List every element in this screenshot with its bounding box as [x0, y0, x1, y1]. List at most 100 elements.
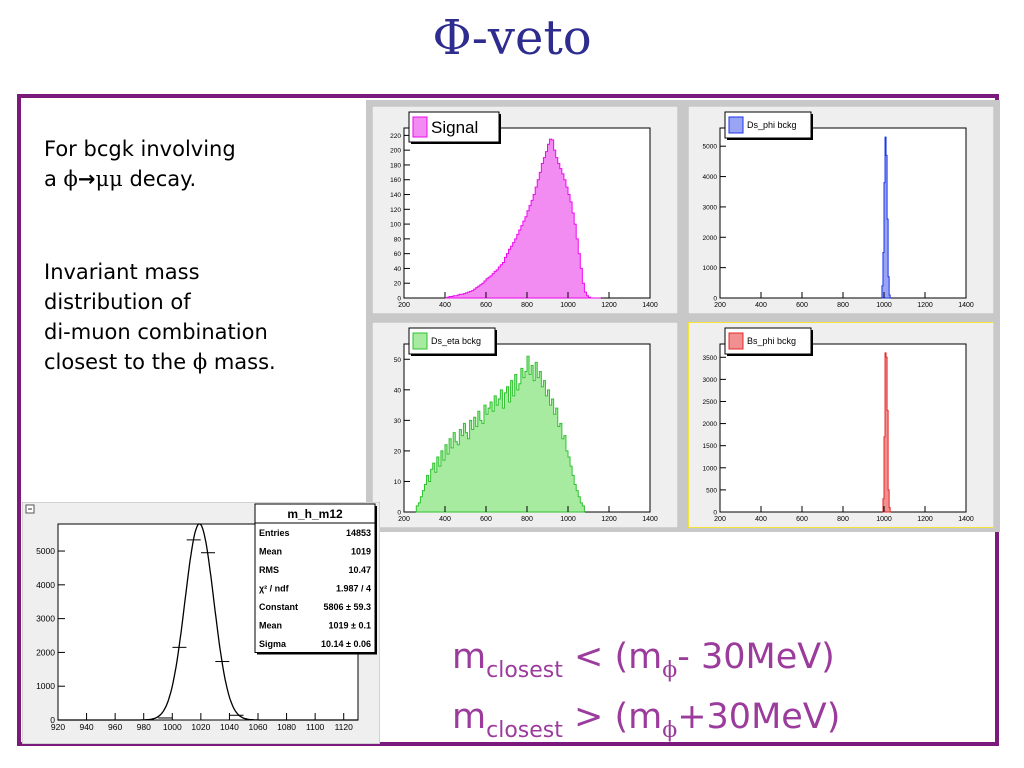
plot-frame: [719, 127, 967, 299]
y-tick-label: 5000: [36, 546, 55, 556]
y-tick-label: 20: [394, 448, 402, 455]
x-tick-label: 1000: [560, 302, 576, 309]
collapse-square-icon: [25, 504, 35, 514]
method-line-2: distribution of: [44, 290, 191, 314]
stats-row-label: Entries: [259, 528, 290, 538]
legend-swatch: [412, 332, 428, 350]
stats-row-value: 1019: [351, 546, 371, 556]
x-tick-label: 1080: [277, 722, 296, 732]
stats-row-label: Mean: [259, 620, 282, 630]
y-tick-label: 3000: [36, 614, 55, 624]
histogram-bars: [882, 352, 891, 513]
lower-cut: mclosest < (mϕ- 30MeV): [452, 634, 840, 694]
y-tick-label: 60: [394, 251, 402, 258]
y-tick-label: 180: [390, 162, 401, 169]
x-tick-label: 1000: [876, 302, 892, 309]
legend-label: Ds_eta bckg: [431, 336, 481, 346]
y-tick-label: 4000: [36, 580, 55, 590]
y-tick-label: 200: [390, 148, 401, 155]
x-tick-label: 600: [796, 302, 808, 309]
cut-value: - 30MeV): [677, 637, 835, 677]
x-tick-label: 400: [439, 516, 451, 523]
phi-subscript: ϕ: [662, 658, 678, 683]
x-tick-label: 1200: [917, 302, 933, 309]
y-tick-label: 40: [394, 387, 402, 394]
x-tick-label: 940: [79, 722, 93, 732]
phi-subscript: ϕ: [662, 718, 678, 743]
cut-operator: < (m: [562, 637, 663, 677]
x-tick-label: 1020: [191, 722, 210, 732]
cut-subscript: closest: [486, 718, 563, 743]
x-tick-label: 1000: [560, 516, 576, 523]
method-line-4: closest to the ϕ mass.: [44, 350, 276, 374]
x-tick-label: 200: [714, 302, 726, 309]
cut-subscript: closest: [486, 658, 563, 683]
stats-row-value: 14853: [346, 528, 371, 538]
legend-label: Signal: [431, 118, 478, 137]
y-tick-label: 30: [394, 418, 402, 425]
bs-phi-histogram-pad[interactable]: 200 400 600 800 1000 1200 1400 0 500 1000 1500 2000…: [688, 322, 994, 528]
x-tick-label: 200: [398, 516, 410, 523]
ds-phi-histogram-pad[interactable]: 200 400 600 800 1000 1200 1400 0 1000 2000 3000 400…: [688, 106, 994, 314]
legend-swatch: [412, 116, 428, 138]
legend-swatch: [728, 116, 744, 134]
y-tick-label: 0: [397, 296, 401, 303]
stats-row-value: 1.987 / 4: [336, 583, 371, 593]
histogram-bars: [415, 355, 585, 513]
y-tick-label: 1000: [703, 465, 718, 472]
x-tick-label: 980: [137, 722, 151, 732]
y-tick-label: 120: [390, 207, 401, 214]
x-tick-label: 600: [480, 302, 492, 309]
mumu-symbol: μμ: [95, 167, 123, 191]
x-tick-label: 1200: [601, 516, 617, 523]
x-tick-label: 1000: [876, 516, 892, 523]
legend-label: Ds_phi bckg: [747, 120, 797, 130]
x-tick-label: 1400: [642, 516, 658, 523]
x-tick-label: 800: [521, 516, 533, 523]
x-tick-label: 1120: [335, 722, 354, 732]
x-tick-label: 600: [796, 516, 808, 523]
x-tick-label: 800: [521, 302, 533, 309]
y-tick-label: 50: [394, 357, 402, 364]
histogram-bars: [445, 138, 601, 299]
description-text: a: [44, 167, 64, 191]
arrow-symbol: →: [77, 167, 96, 191]
y-tick-label: 100: [390, 222, 401, 229]
x-tick-label: 1040: [220, 722, 239, 732]
y-tick-label: 2000: [703, 235, 718, 242]
y-tick-label: 2000: [36, 647, 55, 657]
y-tick-label: 220: [390, 133, 401, 140]
x-tick-label: 600: [480, 516, 492, 523]
upper-cut: mclosest > (mϕ+30MeV): [452, 694, 840, 754]
stats-box: [254, 503, 376, 653]
x-tick-label: 960: [108, 722, 122, 732]
x-tick-label: 1400: [642, 302, 658, 309]
stats-row-value: 10.14 ± 0.06: [321, 639, 371, 649]
ds-eta-histogram-pad[interactable]: 200 400 600 800 1000 1200 1400 0 10 20 30 40 50 Ds_et…: [372, 322, 678, 528]
y-tick-label: 2500: [703, 399, 718, 406]
y-tick-label: 20: [394, 281, 402, 288]
histogram-canvas: 200 400 600 800 1000 1200 1400 0 20 40 60 80 100 120 1…: [366, 100, 1000, 532]
legend-label: Bs_phi bckg: [747, 336, 796, 346]
stats-row-label: χ² / ndf: [259, 583, 290, 593]
stats-row-value: 5806 ± 59.3: [324, 602, 371, 612]
x-tick-label: 400: [439, 302, 451, 309]
description-method: Invariant mass distribution of di-muon c…: [44, 257, 276, 377]
x-tick-label: 1400: [958, 516, 974, 523]
plot-frame: [719, 343, 967, 513]
mass-cut-conditions: mclosest < (mϕ- 30MeV) mclosest > (mϕ+30…: [452, 634, 840, 754]
histogram-bars: [881, 136, 891, 299]
fit-histogram-pad[interactable]: 920 940 960 980 1000 1020 1040 1060 1080 1100 1120…: [22, 502, 380, 744]
description-text: decay.: [122, 167, 197, 191]
y-tick-label: 1000: [703, 265, 718, 272]
y-tick-label: 3000: [703, 377, 718, 384]
y-tick-label: 4000: [703, 174, 718, 181]
cut-value: +30MeV): [677, 697, 841, 737]
y-tick-label: 40: [394, 266, 402, 273]
x-tick-label: 800: [837, 302, 849, 309]
x-tick-label: 800: [837, 516, 849, 523]
x-tick-label: 200: [714, 516, 726, 523]
signal-histogram-pad[interactable]: 200 400 600 800 1000 1200 1400 0 20 40 60 80 100 120 1…: [372, 106, 678, 314]
x-tick-label: 200: [398, 302, 410, 309]
x-tick-label: 1060: [249, 722, 268, 732]
